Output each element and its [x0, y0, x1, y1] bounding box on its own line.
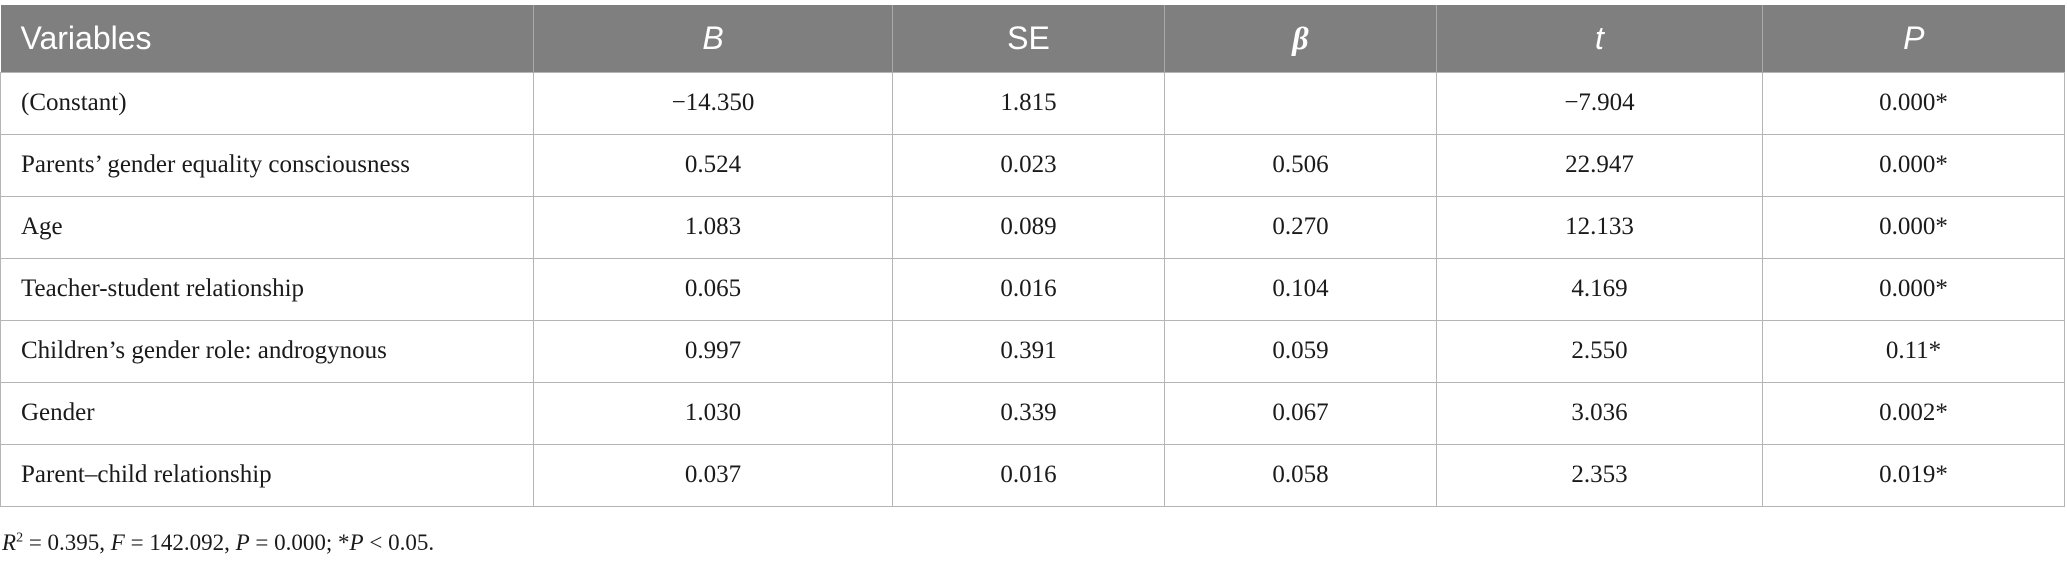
header-variables: Variables [20, 19, 152, 56]
cell-p: 0.000* [1762, 257, 2065, 321]
footnote-f-value: = 142.092, [124, 530, 236, 555]
cell-beta: 0.270 [1164, 195, 1437, 259]
cell-b: 0.037 [533, 443, 893, 507]
footnote-r-superscript: 2 [16, 530, 24, 546]
table-row: Children’s gender role: androgynous 0.99… [0, 319, 2065, 383]
cell-b: −14.350 [533, 71, 893, 135]
cell-p: 0.019* [1762, 443, 2065, 507]
cell-se: 0.023 [892, 133, 1165, 197]
table-row: Gender 1.030 0.339 0.067 3.036 0.002* [0, 381, 2065, 445]
cell-variable: Children’s gender role: androgynous [0, 319, 534, 383]
cell-p: 0.11* [1762, 319, 2065, 383]
cell-p: 0.002* [1762, 381, 2065, 445]
header-se: SE [892, 5, 1165, 72]
table-row: Teacher-student relationship 0.065 0.016… [0, 257, 2065, 321]
footnote-r-value: = 0.395, [23, 530, 111, 555]
table-row: Parent–child relationship 0.037 0.016 0.… [0, 443, 2065, 507]
cell-se: 1.815 [892, 71, 1165, 135]
footnote-f-symbol: F [110, 530, 125, 555]
table-footnote: R2 = 0.395, F = 142.092, P = 0.000; *P <… [2, 530, 434, 556]
cell-se: 0.339 [892, 381, 1165, 445]
footnote-r-symbol: R [2, 530, 17, 555]
cell-t: 2.353 [1436, 443, 1763, 507]
header-t: t [1436, 5, 1763, 72]
header-p: P [1762, 5, 2065, 72]
cell-variable: Teacher-student relationship [0, 257, 534, 321]
cell-beta: 0.058 [1164, 443, 1437, 507]
cell-b: 1.030 [533, 381, 893, 445]
cell-t: 3.036 [1436, 381, 1763, 445]
table-row: (Constant) −14.350 1.815 −7.904 0.000* [0, 71, 2065, 135]
cell-t: 22.947 [1436, 133, 1763, 197]
footnote-p-symbol: P [235, 530, 250, 555]
cell-variable: (Constant) [0, 71, 534, 135]
cell-variable: Parent–child relationship [0, 443, 534, 507]
header-beta: β [1164, 5, 1437, 72]
footnote-p2-symbol: P [349, 530, 364, 555]
cell-variable: Age [0, 195, 534, 259]
cell-beta: 0.506 [1164, 133, 1437, 197]
cell-beta: 0.104 [1164, 257, 1437, 321]
table-row: Age 1.083 0.089 0.270 12.133 0.000* [0, 195, 2065, 259]
table-row: Parents’ gender equality consciousness 0… [0, 133, 2065, 197]
cell-t: 12.133 [1436, 195, 1763, 259]
footnote-p-value: = 0.000; * [249, 530, 350, 555]
cell-b: 0.524 [533, 133, 893, 197]
cell-p: 0.000* [1762, 195, 2065, 259]
table-header-row: Variables B SE β t P [0, 5, 2065, 72]
cell-beta: 0.067 [1164, 381, 1437, 445]
cell-se: 0.089 [892, 195, 1165, 259]
cell-t: 2.550 [1436, 319, 1763, 383]
cell-variable: Gender [0, 381, 534, 445]
cell-b: 1.083 [533, 195, 893, 259]
cell-b: 0.065 [533, 257, 893, 321]
regression-table: Variables B SE β t P (Constant) −14.350 … [0, 5, 2065, 507]
cell-se: 0.016 [892, 443, 1165, 507]
cell-b: 0.997 [533, 319, 893, 383]
footnote-p2-value: < 0.05. [363, 530, 435, 555]
cell-beta [1164, 71, 1437, 135]
header-b: B [533, 5, 893, 72]
regression-table-container: Variables B SE β t P (Constant) −14.350 … [0, 5, 2067, 507]
cell-p: 0.000* [1762, 133, 2065, 197]
cell-se: 0.016 [892, 257, 1165, 321]
cell-beta: 0.059 [1164, 319, 1437, 383]
cell-variable: Parents’ gender equality consciousness [0, 133, 534, 197]
cell-t: −7.904 [1436, 71, 1763, 135]
cell-se: 0.391 [892, 319, 1165, 383]
cell-t: 4.169 [1436, 257, 1763, 321]
cell-p: 0.000* [1762, 71, 2065, 135]
